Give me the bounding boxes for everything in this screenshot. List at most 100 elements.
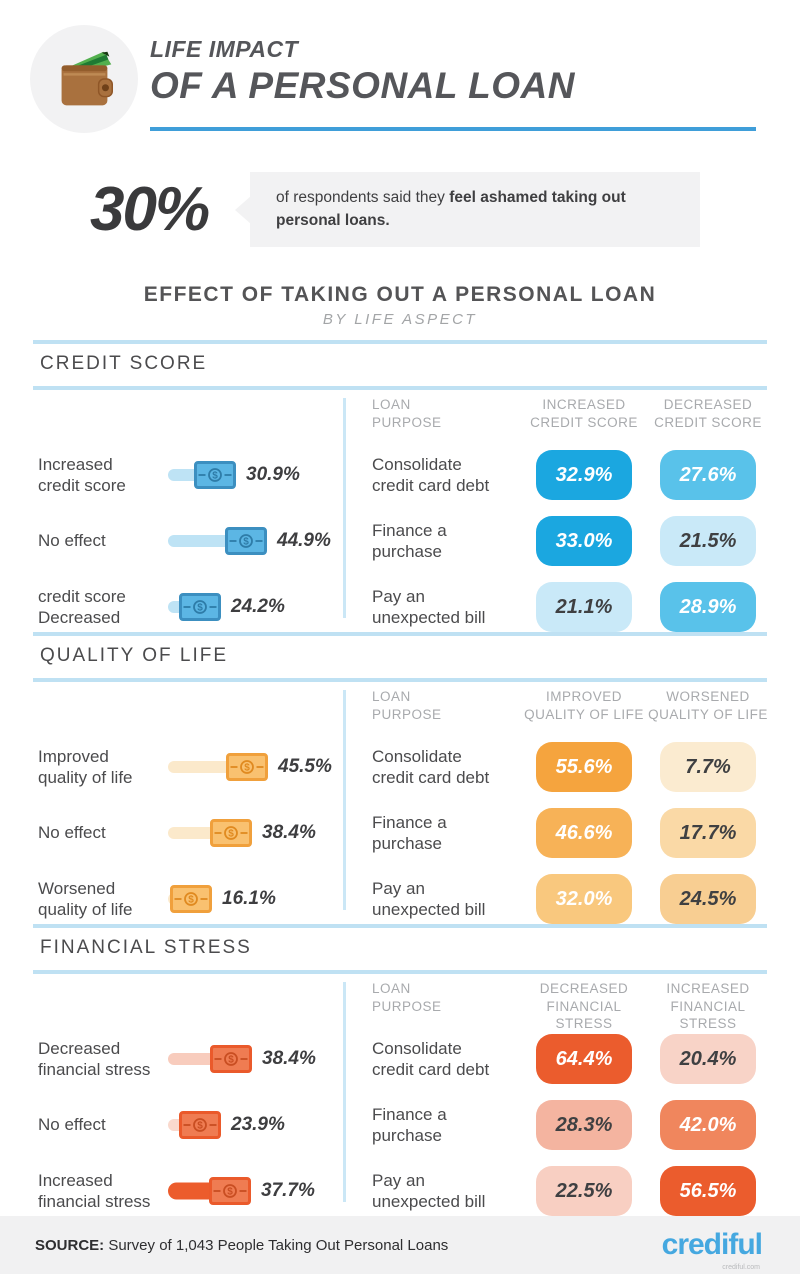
bar-label: Increased financial stress — [38, 1170, 151, 1211]
source-text: SOURCE: Survey of 1,043 People Taking Ou… — [35, 1237, 448, 1254]
loan-purpose-label: Pay an unexpected bill — [372, 586, 486, 627]
bar: $ — [168, 750, 268, 784]
svg-text:$: $ — [227, 1187, 233, 1198]
svg-text:$: $ — [212, 471, 218, 482]
section-title-bar: FINANCIAL STRESS — [33, 924, 767, 974]
table-header-cell: LOAN PURPOSE — [372, 981, 442, 1014]
bar-value: 45.5% — [278, 756, 332, 777]
value-pill: 22.5% — [536, 1166, 632, 1216]
brand-logo: crediful — [661, 1228, 763, 1261]
value-pill: 27.6% — [660, 450, 756, 500]
loan-purpose-table: LOAN PURPOSE IMPROVED QUALITY OF LIFE WORS… — [346, 682, 770, 924]
money-bill-icon: $ — [210, 819, 252, 847]
value-pill: 7.7% — [660, 742, 756, 792]
bar-row: Decreased financial stress $38.4% — [38, 1030, 343, 1088]
page-title: LIFE IMPACT OF A PERSONAL LOAN — [150, 36, 575, 107]
bar-value: 38.4% — [262, 1048, 316, 1069]
wallet-icon-graphic — [61, 51, 114, 106]
table-header-cell: INCREASED FINANCIAL STRESS — [666, 981, 750, 1032]
value-pill: 56.5% — [660, 1166, 756, 1216]
table-header-cell: LOAN PURPOSE — [372, 397, 442, 430]
bar-label: No effect — [38, 531, 106, 551]
bar-row: Worsened quality of life $16.1% — [38, 870, 343, 928]
stat-callout: 30% of respondents said they feel ashame… — [0, 172, 800, 247]
title-underline — [150, 127, 756, 131]
speech-bubble: of respondents said they feel ashamed ta… — [250, 172, 700, 247]
bar-row: Improved quality of life $45.5% — [38, 738, 343, 796]
svg-text:$: $ — [197, 1121, 203, 1132]
loan-purpose-label: Finance a purchase — [372, 1104, 447, 1145]
money-bill-icon: $ — [194, 461, 236, 489]
vertical-divider — [343, 982, 346, 1202]
bar-value: 24.2% — [231, 596, 285, 617]
bar-label: credit score Decreased — [38, 586, 126, 627]
stat-description-lead: of respondents said they — [276, 189, 450, 207]
footer: SOURCE: Survey of 1,043 People Taking Ou… — [0, 1216, 800, 1274]
section-body: Decreased financial stress $38.4% No effec… — [0, 974, 800, 1216]
source-label: SOURCE: — [35, 1236, 105, 1254]
table-header-cell: DECREASED FINANCIAL STRESS — [539, 981, 629, 1032]
bar: $ — [168, 590, 221, 624]
loan-purpose-label: Consolidate credit card debt — [372, 746, 490, 787]
svg-text:$: $ — [228, 829, 234, 840]
bar-value: 23.9% — [231, 1114, 285, 1135]
bar-chart: Increased credit score $30.9% No effect $44… — [38, 390, 343, 632]
bar-chart-spacer — [38, 978, 343, 1022]
value-pill: 17.7% — [660, 808, 756, 858]
value-pill: 28.9% — [660, 582, 756, 632]
aspect-section: CREDIT SCORE Increased credit score $30.9… — [0, 340, 800, 632]
bar-row: Increased financial stress $37.7% — [38, 1162, 343, 1220]
bar-label: No effect — [38, 823, 106, 843]
loan-purpose-label: Pay an unexpected bill — [372, 878, 486, 919]
bar-label: No effect — [38, 1115, 106, 1135]
value-pill: 33.0% — [536, 516, 632, 566]
money-bill-icon: $ — [179, 593, 221, 621]
bar: $ — [168, 882, 212, 916]
bar: $ — [168, 816, 252, 850]
vertical-divider — [343, 398, 346, 618]
money-bill-icon: $ — [209, 1177, 251, 1205]
bar: $ — [168, 524, 267, 558]
bar-chart-spacer — [38, 394, 343, 438]
bar-label: Worsened quality of life — [38, 878, 133, 919]
wallet-icon — [30, 25, 138, 133]
bar-chart: Decreased financial stress $38.4% No effec… — [38, 974, 343, 1216]
table-header-cell: LOAN PURPOSE — [372, 689, 442, 722]
value-pill: 46.6% — [536, 808, 632, 858]
value-pill: 24.5% — [660, 874, 756, 924]
value-pill: 32.9% — [536, 450, 632, 500]
loan-purpose-label: Finance a purchase — [372, 812, 447, 853]
aspect-section: FINANCIAL STRESS Decreased financial str… — [0, 924, 800, 1216]
stat-value: 30% — [90, 175, 210, 244]
bar-value: 38.4% — [262, 822, 316, 843]
value-pill: 32.0% — [536, 874, 632, 924]
loan-purpose-label: Consolidate credit card debt — [372, 454, 490, 495]
aspect-section: QUALITY OF LIFE Improved quality of life… — [0, 632, 800, 924]
bar-label: Decreased financial stress — [38, 1038, 151, 1079]
source-detail: Survey of 1,043 People Taking Out Person… — [104, 1236, 449, 1254]
watermark: crediful.com — [722, 1264, 760, 1271]
svg-text:$: $ — [243, 537, 249, 548]
bar: $ — [168, 1042, 252, 1076]
svg-text:$: $ — [228, 1055, 234, 1066]
section-title-bar: QUALITY OF LIFE — [33, 632, 767, 682]
svg-text:$: $ — [244, 763, 250, 774]
value-pill: 21.1% — [536, 582, 632, 632]
value-pill: 55.6% — [536, 742, 632, 792]
section-title: FINANCIAL STRESS — [40, 937, 252, 958]
svg-text:$: $ — [188, 895, 194, 906]
svg-text:$: $ — [197, 603, 203, 614]
header: LIFE IMPACT OF A PERSONAL LOAN — [0, 0, 800, 140]
bar: $ — [168, 1108, 221, 1142]
sections-container: CREDIT SCORE Increased credit score $30.9… — [0, 340, 800, 1216]
stat-description: of respondents said they feel ashamed ta… — [276, 187, 676, 232]
value-pill: 42.0% — [660, 1100, 756, 1150]
page-title-line2: OF A PERSONAL LOAN — [150, 65, 575, 106]
loan-purpose-table: LOAN PURPOSE INCREASED CREDIT SCORE DECREA… — [346, 390, 770, 632]
section-title: QUALITY OF LIFE — [40, 645, 229, 666]
money-bill-icon: $ — [179, 1111, 221, 1139]
bar-label: Improved quality of life — [38, 746, 133, 787]
loan-purpose-label: Finance a purchase — [372, 520, 447, 561]
bar-value: 16.1% — [222, 888, 276, 909]
section-body: Improved quality of life $45.5% No effect $… — [0, 682, 800, 924]
